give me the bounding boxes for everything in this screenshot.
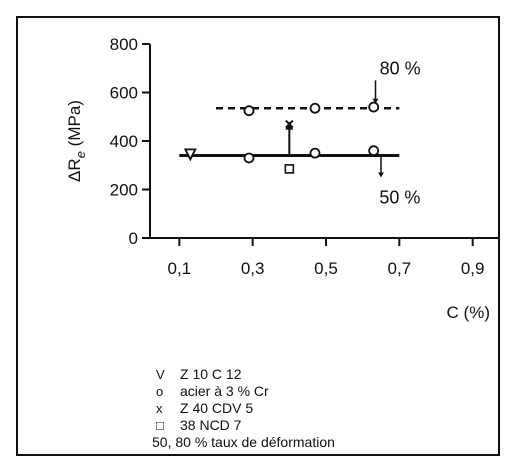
annotation-80-pointer-head: [372, 98, 379, 104]
legend-symbol-triangle: V: [156, 367, 165, 382]
circle-marker: [309, 147, 321, 159]
y-tick-label: 400: [110, 132, 138, 151]
chart-plot: 0 200 400 600 800 0,1 0,3 0,5 0,7 0,9 C (%) ΔRe (MP…: [65, 35, 498, 322]
circle-marker: [243, 152, 255, 164]
x-tick-label: 0,1: [168, 259, 192, 278]
x-tick-label: 0,5: [314, 259, 338, 278]
legend-symbol-square: □: [156, 418, 164, 433]
chart-marks: 80 % 50 %: [179, 58, 421, 208]
annotation-50-pointer-head: [378, 172, 384, 178]
legend-label: Z 40 CDV 5: [180, 400, 254, 416]
legend-symbol-cross: x: [156, 401, 163, 416]
legend-item-38ncd7: □ 38 NCD 7: [156, 417, 335, 434]
y-tick-label: 800: [110, 35, 138, 54]
axes: 0 200 400 600 800 0,1 0,3 0,5 0,7 0,9 C (%) ΔRe (MP…: [65, 35, 498, 322]
legend-label: 38 NCD 7: [180, 417, 242, 433]
legend-note: 50, 80 % taux de déformation: [152, 434, 335, 450]
x-tick-label: 0,7: [388, 259, 412, 278]
legend-label: acier à 3 % Cr: [180, 383, 269, 399]
legend-item-acier-3cr: o acier à 3 % Cr: [156, 383, 335, 400]
x-axis-label: C (%): [447, 303, 490, 322]
y-tick-label: 600: [110, 84, 138, 103]
y-tick-label: 0: [129, 229, 138, 248]
y-axis-label: ΔRe (MPa): [65, 100, 88, 182]
legend-note-row: 50, 80 % taux de déformation: [152, 434, 335, 451]
legend-symbol-circle: o: [156, 384, 164, 399]
circle-marker: [368, 145, 380, 157]
circle-marker: [368, 101, 380, 113]
legend-label: Z 10 C 12: [180, 366, 242, 382]
legend: V Z 10 C 12 o acier à 3 % Cr x Z 40 CDV …: [152, 366, 335, 451]
legend-item-z10c12: V Z 10 C 12: [156, 366, 335, 383]
x-tick-label: 0,3: [241, 259, 265, 278]
y-tick-label: 200: [110, 181, 138, 200]
circle-marker: [309, 102, 321, 114]
effect-arrow-head: [285, 121, 294, 130]
annotation-80: 80 %: [380, 58, 421, 78]
legend-item-z40cdv5: x Z 40 CDV 5: [156, 400, 335, 417]
figure-frame: 0 200 400 600 800 0,1 0,3 0,5 0,7 0,9 C (%) ΔRe (MP…: [16, 16, 500, 456]
x-tick-label: 0,9: [461, 259, 485, 278]
square-marker: [284, 164, 295, 174]
annotation-50: 50 %: [379, 188, 420, 208]
circle-marker: [243, 105, 255, 117]
triangle-marker: [183, 148, 197, 162]
